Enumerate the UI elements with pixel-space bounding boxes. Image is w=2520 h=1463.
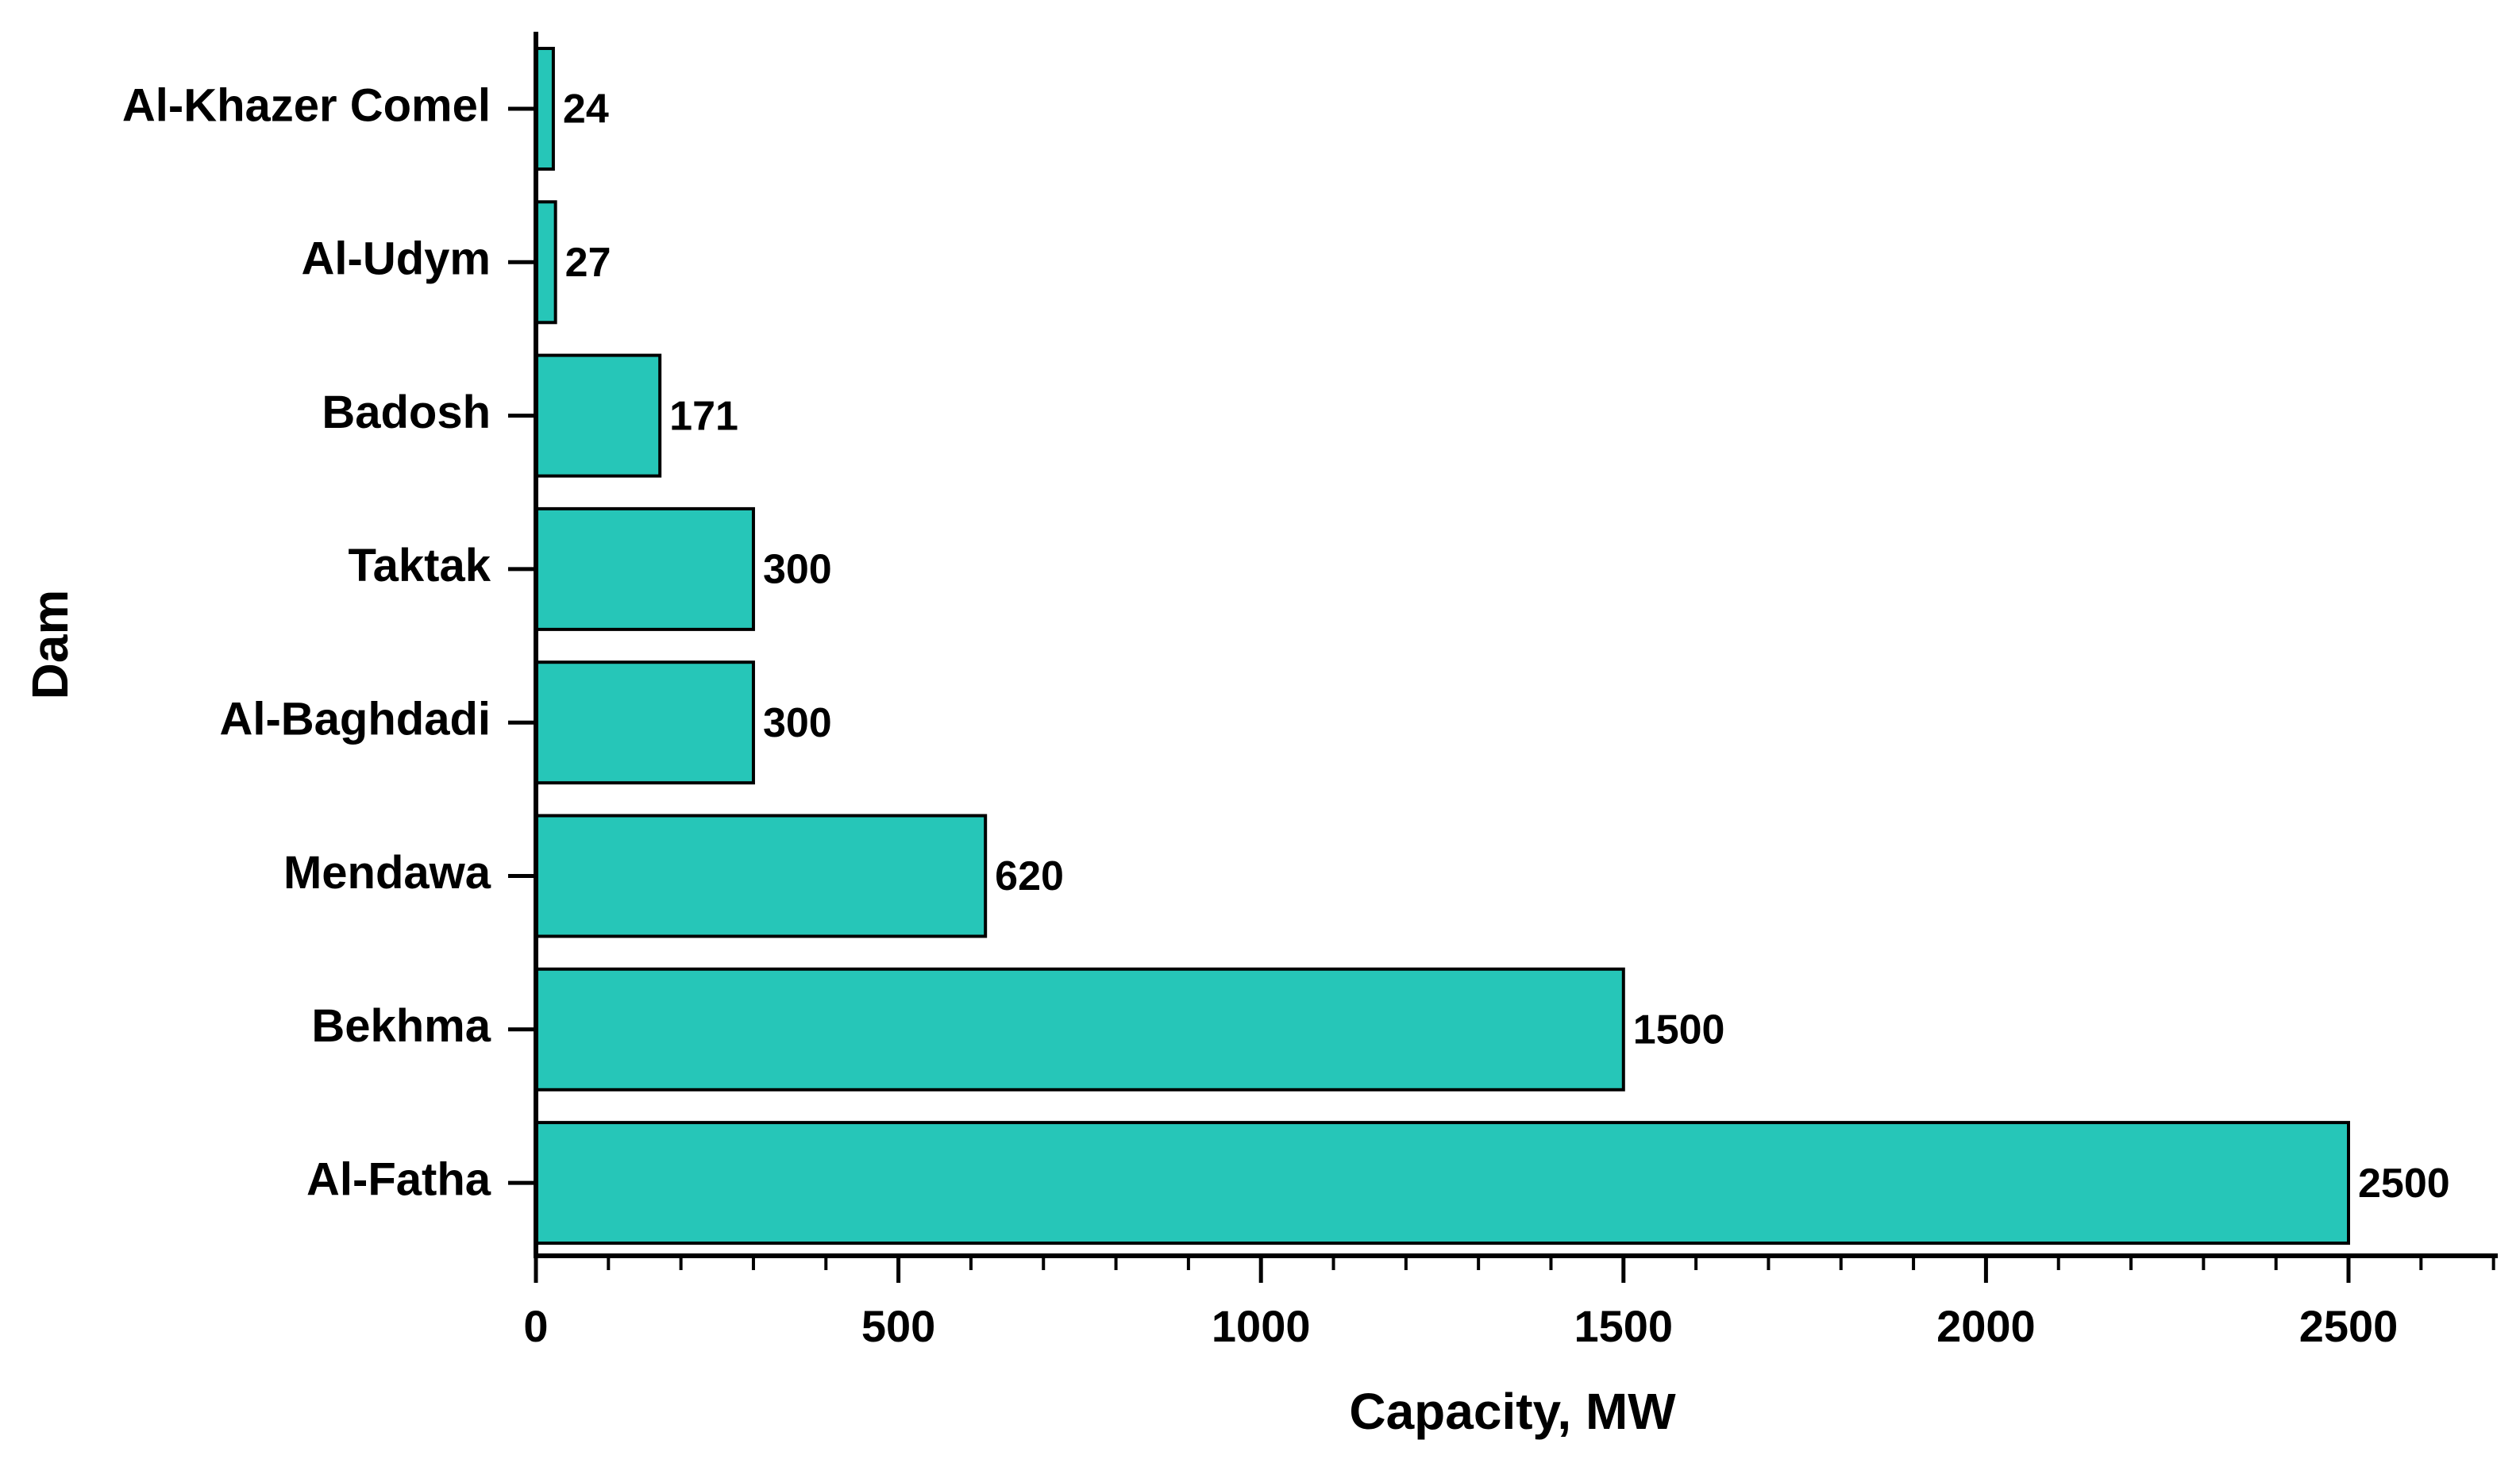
value-label: 1500 — [1633, 1007, 1725, 1053]
x-tick-label: 500 — [861, 1301, 935, 1351]
category-label: Al-Fatha — [306, 1153, 491, 1205]
value-label: 24 — [563, 87, 609, 133]
value-label: 27 — [565, 240, 611, 286]
category-label: Al-Baghdadi — [219, 694, 491, 745]
axes-group — [508, 32, 2498, 1283]
value-label: 300 — [763, 700, 832, 746]
bar — [534, 814, 988, 938]
value-label: 171 — [669, 393, 738, 439]
category-label: Al-Khazer Comel — [122, 79, 491, 131]
x-tick-label: 1500 — [1574, 1301, 1674, 1351]
y-axis-title: Dam — [21, 590, 79, 700]
category-label: Bekhma — [311, 1000, 491, 1052]
bar — [534, 353, 662, 478]
x-tick-label: 0 — [523, 1301, 548, 1351]
labels-group: Al-Khazer Comel 24 Al-Udym 27 Badosh 171 Takta… — [122, 79, 2450, 1351]
bar — [534, 660, 755, 785]
bar — [534, 47, 555, 171]
category-label: Badosh — [322, 387, 491, 438]
bar — [534, 1121, 2350, 1245]
x-tick-label: 1000 — [1212, 1301, 1311, 1351]
bar — [534, 967, 1625, 1091]
x-axis-title: Capacity, MW — [1349, 1383, 1676, 1440]
value-label: 620 — [995, 853, 1064, 899]
x-tick-label: 2500 — [2299, 1301, 2399, 1351]
category-label: Taktak — [349, 540, 491, 591]
x-tick-label: 2000 — [1936, 1301, 2036, 1351]
bar — [534, 200, 557, 325]
bar — [534, 506, 755, 631]
value-label: 300 — [763, 547, 832, 593]
bars-group — [534, 47, 2350, 1245]
value-label: 2500 — [2358, 1161, 2450, 1207]
category-label: Al-Udym — [302, 233, 491, 285]
category-label: Mendawa — [283, 847, 491, 899]
